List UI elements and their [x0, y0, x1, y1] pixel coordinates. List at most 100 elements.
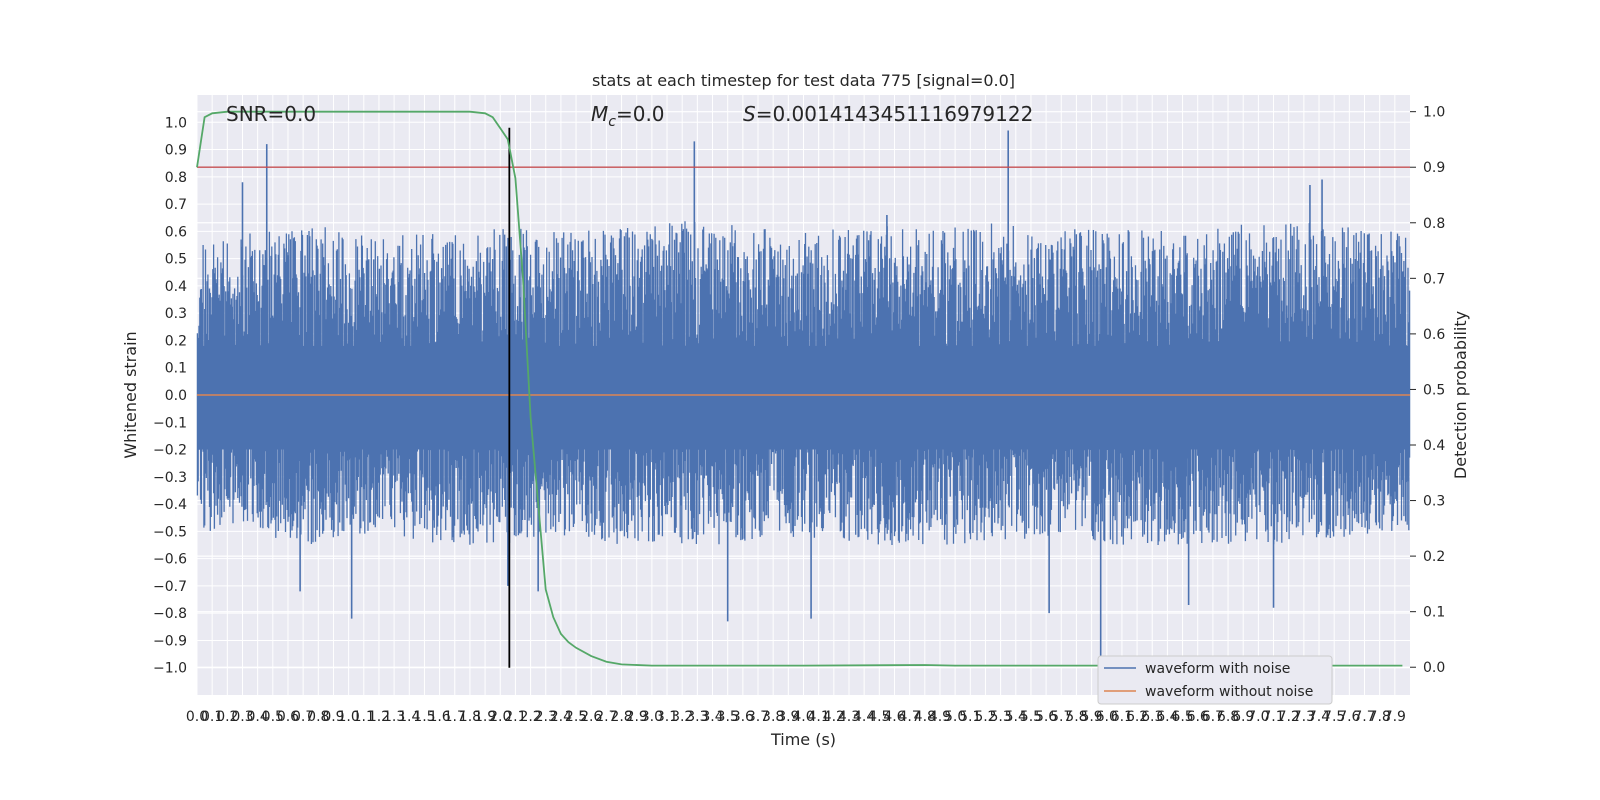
x-tick-label: 2.6	[580, 709, 602, 725]
chart-title: stats at each timestep for test data 775…	[592, 71, 1015, 90]
x-tick-label: 7.3	[1293, 709, 1315, 725]
x-tick-label: 5.6	[1035, 709, 1057, 725]
y-tick-label: 0.4	[165, 279, 187, 295]
x-tick-label: 1.2	[368, 709, 390, 725]
y-tick-label: 0.2	[165, 333, 187, 349]
x-tick-label: 1.4	[398, 709, 420, 725]
x-tick-label: 7.8	[1369, 709, 1391, 725]
y2-tick-label: 0.9	[1423, 160, 1445, 176]
x-tick-label: 5.3	[989, 709, 1011, 725]
x-tick-label: 3.3	[686, 709, 708, 725]
s-annotation: S=0.0014143451116979122	[743, 102, 1033, 126]
x-tick-label: 7.5	[1323, 709, 1345, 725]
noise-waveform	[196, 130, 1411, 663]
x-tick-label: 1.5	[413, 709, 435, 725]
x-tick-label: 1.1	[353, 709, 375, 725]
x-tick-label: 3.1	[656, 709, 678, 725]
x-tick-label: 2.8	[610, 709, 632, 725]
s-value: =0.0014143451116979122	[756, 102, 1034, 126]
x-tick-label: 4.3	[838, 709, 860, 725]
y-tick-label: 0.0	[165, 388, 187, 404]
y-tick-label: −0.2	[153, 443, 187, 459]
x-tick-label: 4.4	[853, 709, 875, 725]
y-tick-label: −0.5	[153, 524, 187, 540]
y-tick-label: −0.7	[153, 579, 187, 595]
x-tick-label: 3.8	[762, 709, 784, 725]
y2-tick-label: 1.0	[1423, 105, 1445, 121]
x-tick-label: 0.4	[247, 709, 269, 725]
y2-tick-label: 0.6	[1423, 327, 1445, 343]
x-tick-label: 0.1	[201, 709, 223, 725]
x-tick-label: 4.6	[883, 709, 905, 725]
x-tick-label: 7.9	[1384, 709, 1406, 725]
y-tick-label: 0.6	[165, 224, 187, 240]
y-tick-label: 0.5	[165, 252, 187, 268]
noise-core	[197, 345, 1410, 450]
x-tick-label: 6.6	[1187, 709, 1209, 725]
x-tick-label: 2.2	[519, 709, 541, 725]
x-tick-label: 2.3	[535, 709, 557, 725]
x-tick-label: 7.6	[1338, 709, 1360, 725]
x-tick-label: 5.1	[959, 709, 981, 725]
x-tick-label: 7.1	[1262, 709, 1284, 725]
x-tick-label: 4.9	[929, 709, 951, 725]
x-tick-label: 7.7	[1353, 709, 1375, 725]
x-tick-label: 6.1	[1111, 709, 1133, 725]
x-tick-label: 5.5	[1020, 709, 1042, 725]
x-tick-label: 3.5	[717, 709, 739, 725]
y-tick-label: 0.8	[165, 170, 187, 186]
x-tick-label: 3.0	[641, 709, 663, 725]
x-tick-label: 4.7	[899, 709, 921, 725]
x-tick-label: 4.8	[914, 709, 936, 725]
x-tick-label: 0.6	[277, 709, 299, 725]
x-tick-label: 1.7	[444, 709, 466, 725]
x-tick-label: 2.7	[595, 709, 617, 725]
y-tick-label: −0.6	[153, 552, 187, 568]
y2-tick-label: 0.2	[1423, 549, 1445, 565]
x-tick-label: 7.4	[1308, 709, 1330, 725]
x-tick-label: 6.3	[1141, 709, 1163, 725]
y2-tick-label: 0.7	[1423, 271, 1445, 287]
y2-tick-label: 0.4	[1423, 438, 1445, 454]
y2-axis-label: Detection probability	[1451, 311, 1470, 479]
y-tick-label: −0.3	[153, 470, 187, 486]
y-tick-label: −0.9	[153, 633, 187, 649]
x-tick-label: 5.2	[974, 709, 996, 725]
x-tick-label: 5.4	[1005, 709, 1027, 725]
x-tick-label: 5.8	[1065, 709, 1087, 725]
y2-tick-label: 0.3	[1423, 494, 1445, 510]
y-tick-label: 1.0	[165, 115, 187, 131]
x-tick-label: 2.5	[565, 709, 587, 725]
x-tick-label: 1.9	[474, 709, 496, 725]
y-tick-label: −1.0	[153, 661, 187, 677]
tick-labels: 0.00.10.20.30.40.50.60.70.80.91.01.11.21…	[153, 105, 1445, 725]
x-tick-label: 6.7	[1202, 709, 1224, 725]
x-tick-label: 0.7	[292, 709, 314, 725]
x-tick-label: 3.6	[732, 709, 754, 725]
x-tick-label: 3.2	[671, 709, 693, 725]
legend-box	[1097, 655, 1333, 705]
y2-tick-label: 0.8	[1423, 216, 1445, 232]
legend: waveform with noise waveform without noi…	[1097, 655, 1333, 705]
x-tick-label: 4.5	[868, 709, 890, 725]
x-tick-label: 6.4	[1156, 709, 1178, 725]
y-tick-label: −0.8	[153, 606, 187, 622]
x-tick-label: 3.7	[747, 709, 769, 725]
x-tick-label: 7.0	[1247, 709, 1269, 725]
x-tick-label: 2.9	[626, 709, 648, 725]
y-tick-label: 0.3	[165, 306, 187, 322]
y2-tick-label: 0.0	[1423, 660, 1445, 676]
y-tick-label: 0.1	[165, 361, 187, 377]
x-tick-label: 2.4	[550, 709, 572, 725]
x-tick-label: 0.2	[216, 709, 238, 725]
mc-annotation: Mc=0.0	[591, 102, 665, 130]
y-axis-label: Whitened strain	[121, 331, 140, 458]
x-tick-label: 5.0	[944, 709, 966, 725]
x-tick-label: 1.8	[459, 709, 481, 725]
x-tick-label: 6.8	[1217, 709, 1239, 725]
x-tick-label: 4.0	[792, 709, 814, 725]
x-tick-label: 0.9	[322, 709, 344, 725]
y-tick-label: 0.9	[165, 143, 187, 159]
x-tick-label: 1.3	[383, 709, 405, 725]
x-tick-label: 7.2	[1278, 709, 1300, 725]
